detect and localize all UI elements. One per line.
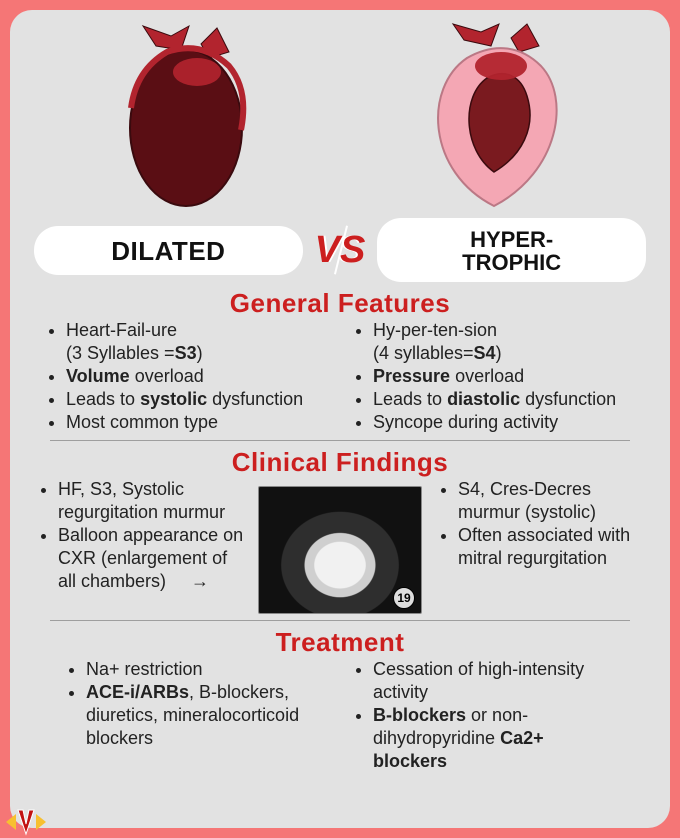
title-badge-row: DILATED VS HYPER- TROPHIC [34, 218, 646, 282]
list-item: B-blockers or non-dihydropyridine Ca2+ b… [373, 704, 620, 773]
list-item: S4, Cres-Decres murmur (systolic) [458, 478, 648, 524]
infographic-card: DILATED VS HYPER- TROPHIC General Featur… [10, 10, 670, 828]
list-item: Leads to systolic dysfunction [66, 388, 333, 411]
clinical-right-col: S4, Cres-Decres murmur (systolic)Often a… [432, 478, 648, 570]
vs-badge: VS [313, 231, 368, 269]
clinical-left-list: HF, S3, Systolic regurgitation murmurBal… [32, 478, 248, 593]
list-item: HF, S3, Systolic regurgitation murmur [58, 478, 248, 524]
list-item: ACE-i/ARBs, B-blockers, diuretics, miner… [86, 681, 333, 750]
list-item: Pressure overload [373, 365, 640, 388]
treatment-right-list: Cessation of high-intensity activityB-bl… [347, 658, 620, 773]
left-pill: DILATED [34, 226, 303, 275]
hearts-row [32, 22, 648, 212]
clinical-right-list: S4, Cres-Decres murmur (systolic)Often a… [432, 478, 648, 570]
general-right-col: Hy-per-ten-sion(4 syllables=S4)Pressure … [347, 319, 640, 434]
list-item: Leads to diastolic dysfunction [373, 388, 640, 411]
dilated-heart-illustration [101, 22, 271, 212]
treatment-right-col: Cessation of high-intensity activityB-bl… [347, 658, 620, 773]
general-left-col: Heart-Fail-ure(3 Syllables =S3)Volume ov… [40, 319, 333, 434]
list-item: Cessation of high-intensity activity [373, 658, 620, 704]
general-left-list: Heart-Fail-ure(3 Syllables =S3)Volume ov… [40, 319, 333, 434]
right-pill: HYPER- TROPHIC [377, 218, 646, 282]
hypertrophic-heart-illustration [409, 22, 579, 212]
right-condition-title: HYPER- TROPHIC [385, 228, 638, 274]
list-item: Balloon appearance on CXR (enlargement o… [58, 524, 248, 593]
treatment-left-list: Na+ restrictionACE-i/ARBs, B-blockers, d… [60, 658, 333, 750]
general-right-list: Hy-per-ten-sion(4 syllables=S4)Pressure … [347, 319, 640, 434]
list-item: Most common type [66, 411, 333, 434]
cxr-number-badge: 19 [393, 587, 415, 609]
treatment-columns: Na+ restrictionACE-i/ARBs, B-blockers, d… [32, 658, 648, 773]
general-features-heading: General Features [32, 288, 648, 319]
clinical-row: HF, S3, Systolic regurgitation murmurBal… [32, 478, 648, 614]
list-item: Volume overload [66, 365, 333, 388]
clinical-findings-heading: Clinical Findings [32, 447, 648, 478]
divider-2 [50, 620, 630, 621]
treatment-heading: Treatment [32, 627, 648, 658]
list-item: Often associated with mitral regurgitati… [458, 524, 648, 570]
list-item: Hy-per-ten-sion(4 syllables=S4) [373, 319, 640, 365]
list-item: Heart-Fail-ure(3 Syllables =S3) [66, 319, 333, 365]
treatment-left-col: Na+ restrictionACE-i/ARBs, B-blockers, d… [60, 658, 333, 773]
list-item: Syncope during activity [373, 411, 640, 434]
general-features-columns: Heart-Fail-ure(3 Syllables =S3)Volume ov… [32, 319, 648, 434]
left-condition-title: DILATED [42, 236, 295, 267]
clinical-left-col: HF, S3, Systolic regurgitation murmurBal… [32, 478, 248, 593]
cxr-image: 19 [258, 486, 422, 614]
divider-1 [50, 440, 630, 441]
list-item: Na+ restriction [86, 658, 333, 681]
brand-logo-icon [2, 804, 50, 838]
